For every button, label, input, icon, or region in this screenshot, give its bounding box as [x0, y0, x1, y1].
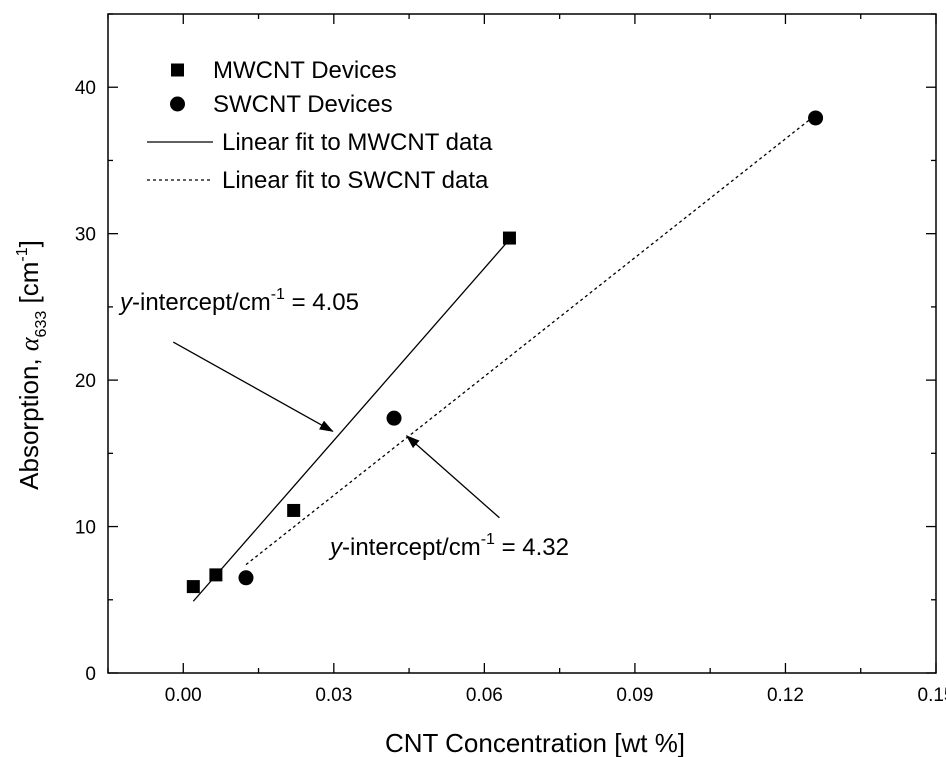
- y-tick-label: 30: [75, 225, 96, 246]
- annotation-label: y-intercept/cm-1 = 4.32: [328, 531, 569, 561]
- axes-frame: [107, 13, 937, 674]
- swcnt-point: [808, 110, 824, 126]
- x-tick-label: 0.12: [767, 685, 804, 706]
- data-points: [186, 110, 824, 594]
- y-tick-label: 0: [85, 664, 96, 685]
- mwcnt-point: [209, 568, 223, 582]
- legend-label: Linear fit to SWCNT data: [222, 167, 489, 194]
- mwcnt-point: [502, 231, 516, 245]
- mwcnt-point: [186, 580, 200, 594]
- mwcnt-point: [287, 503, 301, 517]
- legend-label: Linear fit to MWCNT data: [222, 129, 493, 156]
- x-tick-label: 0.06: [466, 685, 503, 706]
- swcnt-point: [386, 410, 402, 426]
- swcnt-fit-line: [245, 114, 816, 566]
- annotation-arrow: [172, 341, 334, 432]
- x-tick-label: 0.03: [315, 685, 352, 706]
- legend-label: SWCNT Devices: [213, 91, 393, 118]
- axis-ticks: 0.00 0.03 0.06 0.09 0.12 0.15 0 10 20 30 40: [75, 13, 946, 706]
- annotation-arrow: [405, 435, 500, 519]
- mwcnt-fit-line: [192, 239, 510, 602]
- legend-square-symbol: [171, 63, 184, 77]
- x-tick-label: 0.15: [918, 685, 946, 706]
- annotations: y-intercept/cm-1 = 4.05 y-intercept/cm-1 …: [118, 286, 569, 561]
- x-tick-label: 0.09: [616, 685, 653, 706]
- annotation-label: y-intercept/cm-1 = 4.05: [118, 286, 359, 316]
- x-tick-label: 0.00: [165, 685, 202, 706]
- y-tick-label: 40: [75, 78, 96, 99]
- y-tick-label: 10: [75, 518, 96, 539]
- swcnt-point: [238, 570, 254, 586]
- legend-label: MWCNT Devices: [213, 57, 397, 84]
- legend-circle-symbol: [170, 96, 185, 112]
- y-axis-title: Absorption, α633 [cm-1]: [14, 240, 50, 490]
- legend: MWCNT Devices SWCNT Devices Linear fit to …: [147, 57, 493, 194]
- x-axis-title: CNT Concentration [wt %]: [385, 728, 685, 757]
- y-tick-label: 20: [75, 371, 96, 392]
- plot-frame: [107, 13, 937, 674]
- fit-lines: [192, 114, 816, 602]
